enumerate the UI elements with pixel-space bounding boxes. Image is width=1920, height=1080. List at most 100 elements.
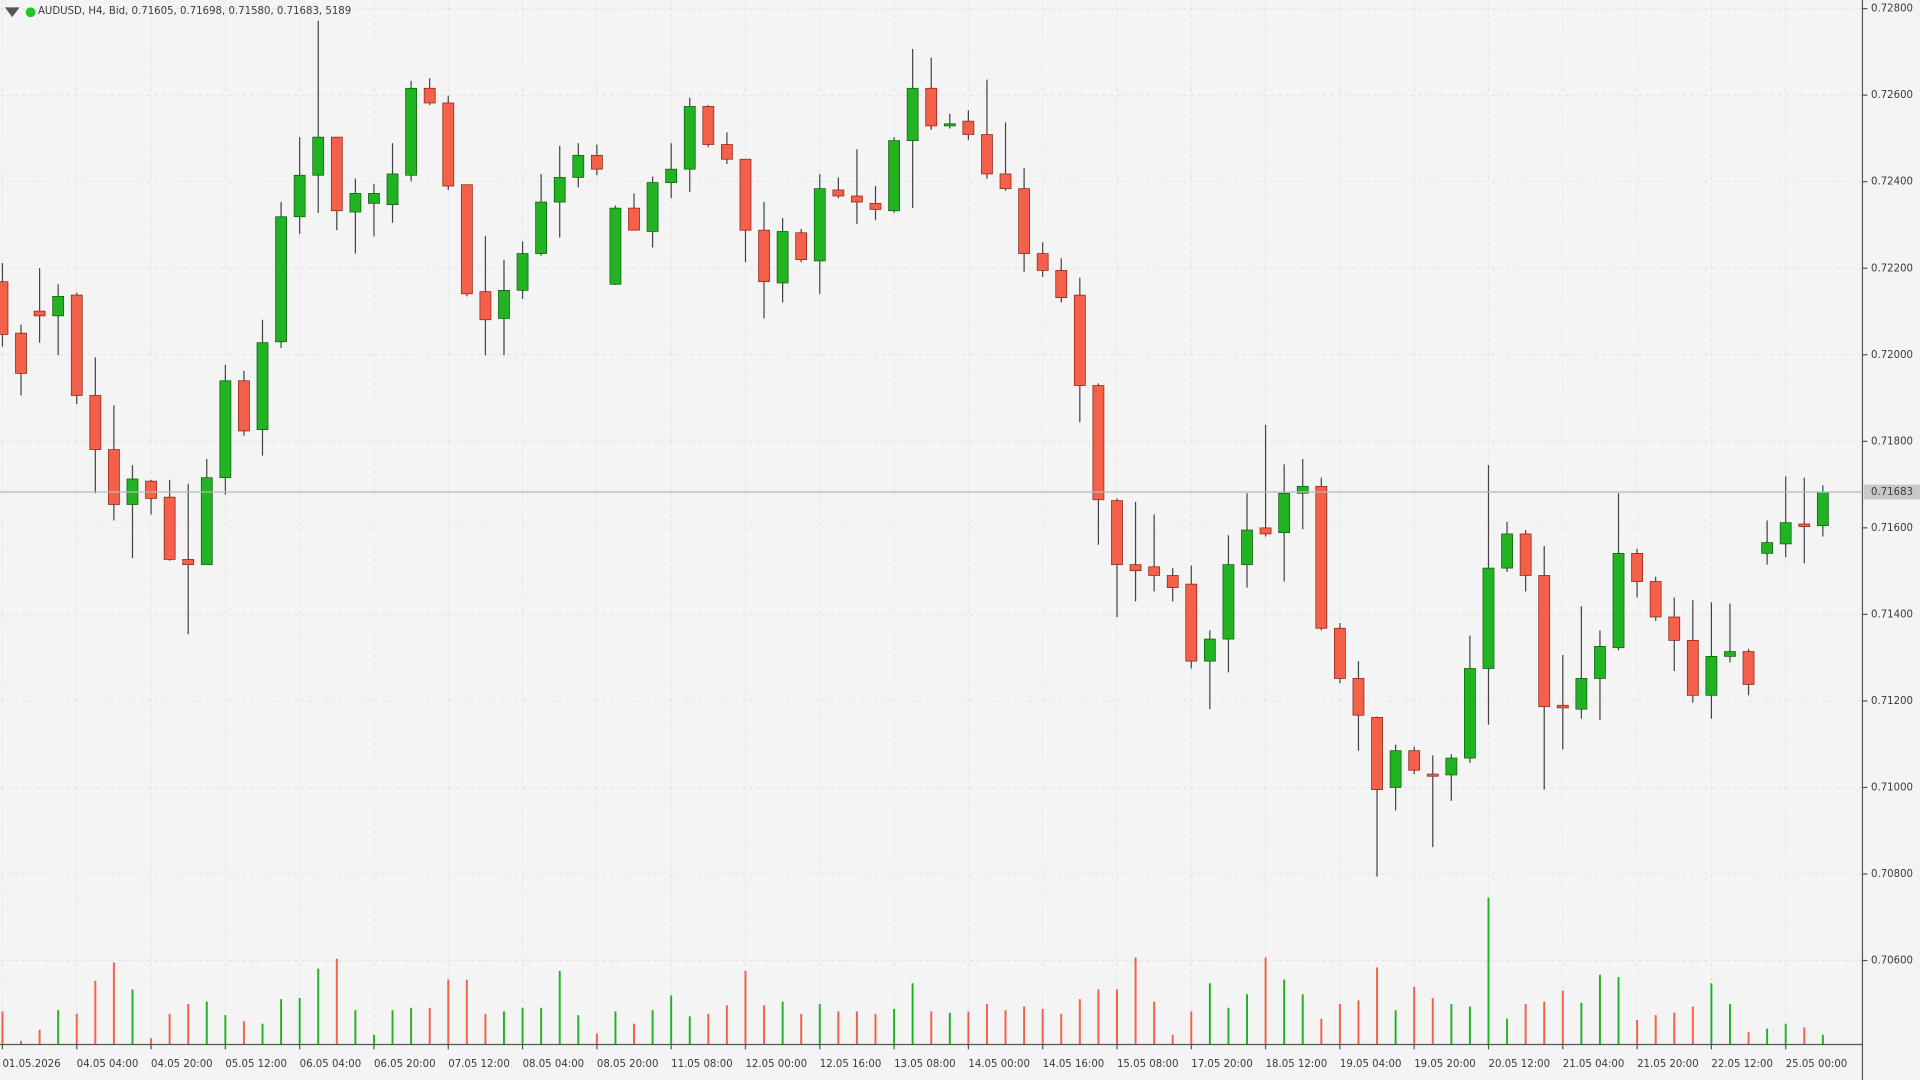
candle-body [1594,646,1606,679]
x-tick-label: 06.05 20:00 [374,1059,436,1070]
x-tick-label: 12.05 16:00 [820,1059,882,1070]
candle-body [498,289,510,319]
x-tick-label: 01.05.2026 [2,1059,60,1070]
candle-body [869,202,882,210]
y-tick-label: 0.72600 [1871,90,1913,101]
candle-body [1538,575,1551,707]
candle-body [182,559,195,566]
candle-body [33,310,46,317]
x-tick-label: 06.05 04:00 [300,1059,362,1070]
candle-body [1222,564,1235,640]
candle-body [572,154,585,178]
candle-body [702,106,715,145]
x-tick-label: 08.05 04:00 [523,1059,585,1070]
candle-body [795,232,808,260]
x-tick-label: 14.05 16:00 [1043,1059,1105,1070]
candle-body [999,173,1012,190]
candle-body [1445,757,1458,776]
candle-body [145,480,157,499]
bid-label-box [1863,484,1920,500]
x-tick-label: 12.05 00:00 [745,1059,807,1070]
y-tick-label: 0.72400 [1871,177,1913,188]
candle-body [15,332,27,374]
candle-body [70,294,83,396]
candle-body [721,144,733,160]
candle-body [888,140,900,212]
candle-body [349,193,362,213]
chart-header: AUDUSD, H4, Bid, 0.71605, 0.71698, 0.715… [38,6,351,17]
candle-body [758,229,770,283]
candle-body [1705,656,1718,696]
x-tick-label: 04.05 04:00 [77,1059,139,1070]
candle-body [1278,492,1291,533]
x-tick-label: 08.05 20:00 [597,1059,659,1070]
x-tick-label: 04.05 20:00 [151,1059,213,1070]
candle-body [1296,485,1309,494]
candle-body [1334,627,1346,679]
candle-body [516,253,529,291]
candle-body [238,380,250,432]
candle-body [163,496,176,560]
candle-body [423,87,436,104]
x-tick-label: 13.05 08:00 [894,1059,956,1070]
candle-body [1408,750,1421,771]
candle-body [665,168,678,183]
candle-body [1203,638,1216,662]
candle-body [739,158,752,231]
y-tick-label: 0.72200 [1871,263,1913,274]
candle-body [535,201,548,254]
candle-body [1575,678,1588,710]
candle-body [0,281,9,335]
candle-body [219,380,232,479]
candle-body [1315,485,1328,629]
candle-body [851,195,863,203]
x-tick-label: 17.05 20:00 [1191,1059,1253,1070]
candle-body [330,136,343,212]
candle-body [1686,639,1699,696]
candle-body [1148,566,1161,576]
menu-triangle[interactable] [4,7,20,18]
candle-body [1092,385,1105,501]
y-tick-label: 0.70600 [1871,956,1913,967]
y-tick-label: 0.71000 [1871,782,1913,793]
candle-layer [0,20,1829,877]
candle-body [108,449,120,505]
candle-body [646,182,659,232]
candle-body [962,120,975,135]
x-tick-label: 21.05 04:00 [1563,1059,1625,1070]
candle-body [1241,529,1253,566]
y-tick-label: 0.71800 [1871,436,1913,447]
y-tick-label: 0.71600 [1871,523,1913,534]
candle-body [981,134,993,175]
candle-body [590,154,603,170]
candle-body [405,87,417,176]
x-tick-label: 25.05 00:00 [1786,1059,1848,1070]
candle-body [1742,651,1755,685]
candle-body [1464,668,1476,759]
candle-body [368,193,380,204]
candle-body [1761,542,1774,554]
candle-body [256,342,269,431]
candle-body [1724,651,1736,657]
x-tick-label: 19.05 04:00 [1340,1059,1402,1070]
y-tick-label: 0.72000 [1871,350,1913,361]
candle-body [293,174,306,218]
candle-body [1018,188,1030,254]
candle-body [312,136,325,176]
status-dot [25,7,36,18]
candle-body [460,184,473,295]
candle-body [1259,527,1272,535]
candle-body [89,395,102,450]
candle-body [906,87,919,141]
y-tick-label: 0.70800 [1871,869,1913,880]
candle-body [1129,564,1142,572]
x-tick-label: 05.05 12:00 [225,1059,287,1070]
y-tick-label: 0.71400 [1871,609,1913,620]
candle-body [609,207,622,285]
x-tick-label: 11.05 08:00 [671,1059,733,1070]
candle-body [52,296,65,317]
